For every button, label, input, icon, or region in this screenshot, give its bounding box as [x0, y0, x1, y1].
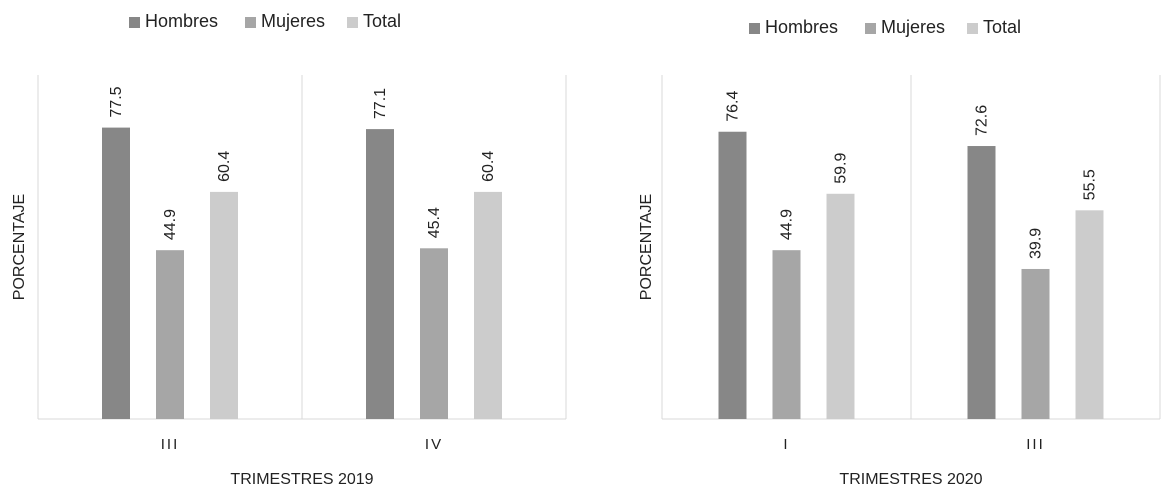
data-label: 59.9 — [833, 153, 850, 184]
bar-mujeres-III — [1021, 268, 1050, 419]
data-label: 45.4 — [426, 207, 443, 238]
y-axis-title: PORCENTAJE — [638, 194, 655, 300]
y-axis-title: PORCENTAJE — [11, 194, 28, 300]
bar-hombres-I — [718, 131, 747, 419]
bar-total-III — [1075, 210, 1104, 419]
legend-label-total: Total — [363, 11, 401, 31]
data-label: 44.9 — [779, 209, 796, 240]
bar-hombres-III — [102, 127, 130, 419]
bar-mujeres-I — [772, 250, 801, 419]
bar-total-IV — [474, 191, 502, 419]
chart-1: 77.5 44.9 60.4 III 77.1 45.4 60.4 IV TRIMESTRES … — [11, 11, 567, 488]
bar-total-III — [210, 191, 238, 419]
data-label: 60.4 — [216, 151, 233, 182]
data-label: 39.9 — [1028, 228, 1045, 259]
legend-label-mujeres: Mujeres — [261, 11, 325, 31]
legend-swatch-mujeres — [245, 17, 256, 28]
legend-label-hombres: Hombres — [145, 11, 218, 31]
legend-swatch-mujeres — [865, 23, 876, 34]
chart-2: 76.4 44.9 59.9 I 72.6 39.9 55.5 III TRIMESTRES 2… — [638, 17, 1161, 488]
legend-swatch-total — [347, 17, 358, 28]
category-label: III — [1026, 436, 1045, 453]
legend-swatch-total — [967, 23, 978, 34]
data-label: 77.5 — [108, 86, 125, 117]
category-label: I — [783, 436, 789, 453]
bar-hombres-IV — [366, 129, 394, 419]
bar-total-I — [826, 193, 855, 419]
data-label: 72.6 — [974, 105, 991, 136]
legend-label-hombres: Hombres — [765, 17, 838, 37]
data-label: 44.9 — [162, 209, 179, 240]
legend-swatch-hombres — [129, 17, 140, 28]
legend-label-mujeres: Mujeres — [881, 17, 945, 37]
data-label: 55.5 — [1082, 169, 1099, 200]
bar-mujeres-IV — [420, 248, 448, 419]
category-label: IV — [425, 436, 443, 453]
data-label: 60.4 — [480, 151, 497, 182]
legend-label-total: Total — [983, 17, 1021, 37]
x-axis-title: TRIMESTRES 2019 — [230, 471, 373, 488]
data-label: 76.4 — [725, 90, 742, 121]
bar-hombres-III — [967, 146, 996, 420]
legend-swatch-hombres — [749, 23, 760, 34]
x-axis-title: TRIMESTRES 2020 — [839, 471, 982, 488]
bar-mujeres-III — [156, 250, 184, 419]
category-label: III — [161, 436, 180, 453]
data-label: 77.1 — [372, 88, 389, 119]
